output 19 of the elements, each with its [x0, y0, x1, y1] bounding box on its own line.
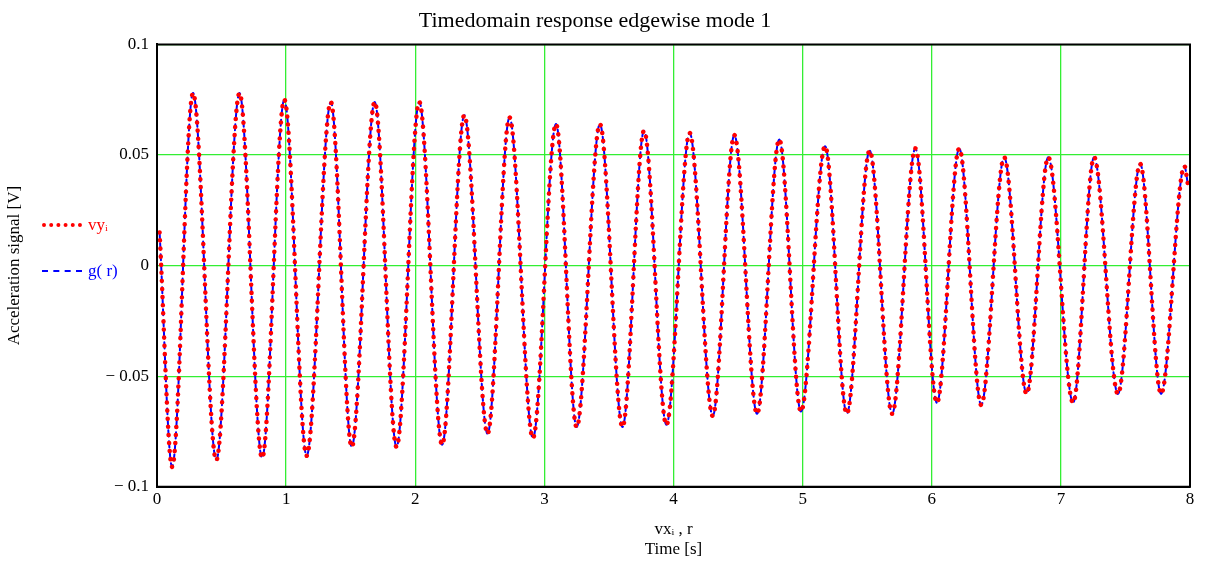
x-axis-title: vxᵢ , r Time [s] — [644, 518, 703, 559]
chart-title: Timedomain response edgewise mode 1 — [418, 6, 772, 32]
x-tick-label: 3 — [540, 489, 549, 509]
x-tick-label: 1 — [281, 489, 291, 509]
y-tick-label: − 0.1 — [113, 476, 149, 496]
y-tick-label: 0.05 — [119, 144, 149, 164]
legend-label: g( r) — [88, 261, 118, 281]
x-tick-label: 6 — [927, 489, 936, 509]
y-axis-title: Acceleration signal [V] — [3, 185, 23, 346]
y-tick-label: − 0.05 — [105, 365, 149, 385]
legend-label: vyᵢ — [88, 215, 108, 235]
x-tick-label: 7 — [1056, 489, 1066, 509]
y-tick-label: 0 — [140, 255, 149, 275]
x-tick-label: 0 — [152, 489, 162, 509]
x-tick-label: 5 — [798, 489, 807, 509]
x-tick-label: 8 — [1185, 489, 1195, 509]
y-tick-label: 0.1 — [127, 33, 149, 53]
x-tick-label: 4 — [669, 489, 679, 509]
x-tick-label: 2 — [411, 489, 420, 509]
